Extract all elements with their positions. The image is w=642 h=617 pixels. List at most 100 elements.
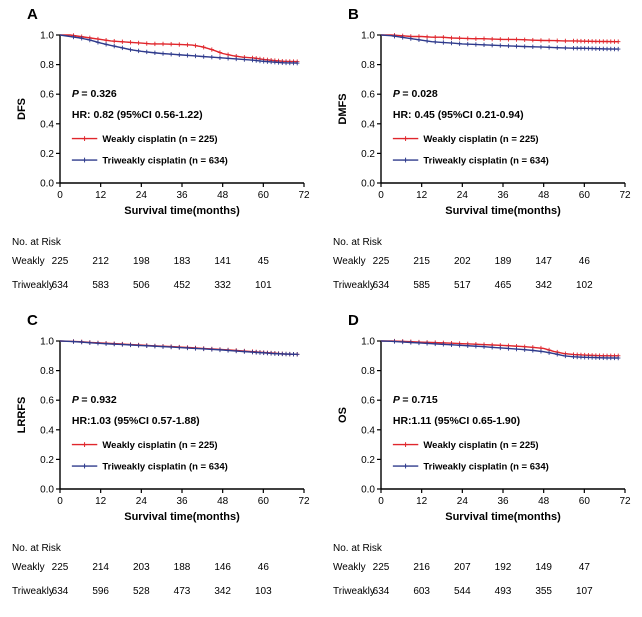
risk-table: No. at Risk Weakly 225 214 203 188 146 46 Triwe…: [12, 544, 314, 611]
risk-count: 212: [92, 256, 109, 267]
risk-count: 203: [132, 562, 150, 573]
y-tick-label: 0.4: [361, 119, 375, 130]
risk-count: 202: [453, 256, 471, 267]
risk-table: No. at Risk Weakly 225 215 202 189 147 46 Triwe…: [333, 238, 635, 305]
risk-row: Weakly 225 212 198 183 141 45: [12, 257, 314, 281]
risk-count: 107: [575, 586, 593, 597]
hr-text: HR:1.03 (95%CI 0.57-1.88): [72, 415, 200, 427]
y-tick-label: 0.8: [40, 366, 54, 377]
risk-count: 102: [575, 280, 593, 291]
y-tick-label: 0.2: [361, 149, 375, 160]
risk-count: 603: [413, 586, 430, 597]
x-tick-label: 36: [497, 190, 509, 201]
risk-count: 225: [372, 562, 390, 573]
legend-label: Weakly cisplatin (n = 225): [423, 134, 538, 145]
y-axis-label: DMFS: [337, 93, 349, 124]
p-value-text: P = 0.028: [393, 88, 438, 100]
risk-table-title: No. at Risk: [333, 543, 382, 554]
hr-text: HR: 0.82 (95%CI 0.56-1.22): [72, 109, 203, 121]
risk-table-title: No. at Risk: [12, 237, 61, 248]
legend-label: Triweakly cisplatin (n = 634): [102, 155, 227, 166]
y-tick-label: 0.8: [361, 366, 375, 377]
risk-row-label: Weakly: [12, 256, 45, 267]
risk-row: Triweakly 634 585 517 465 342 102: [333, 281, 635, 305]
risk-count: 147: [535, 256, 552, 267]
risk-count: 46: [257, 562, 269, 573]
risk-count: 473: [173, 586, 191, 597]
y-tick-label: 0.6: [40, 396, 54, 407]
x-tick-label: 24: [457, 190, 469, 201]
risk-count: 332: [214, 280, 231, 291]
risk-table-title: No. at Risk: [12, 543, 61, 554]
x-tick-label: 48: [217, 496, 229, 507]
panel-letter: D: [348, 312, 359, 329]
risk-count: 342: [214, 586, 231, 597]
x-tick-label: 72: [298, 190, 310, 201]
x-tick-label: 48: [538, 496, 550, 507]
y-tick-label: 1.0: [361, 31, 375, 42]
panel-letter: C: [27, 312, 38, 329]
risk-table-rows: Weakly 225 216 207 192 149 47 Triweakly 634 603 54…: [333, 563, 635, 611]
risk-row-label: Triweakly: [333, 280, 375, 291]
km-plot-lrrfs: 0.0 0.2 0.4 0.6 0.8 1.0 0 12 24 36 48 60 72 LRRFS Surv…: [16, 337, 310, 524]
y-tick-label: 0.6: [40, 90, 54, 101]
risk-count: 198: [132, 256, 150, 267]
risk-count: 101: [254, 280, 272, 291]
panel-b: B 0.0 0.2 0.4 0.6 0.8 1.0 0 12 24 36 48 60 72 DMFS Sur…: [321, 6, 642, 304]
y-tick-label: 0.0: [361, 485, 375, 496]
panel-letter: A: [27, 6, 38, 23]
x-tick-label: 60: [258, 190, 270, 201]
panel-c: C 0.0 0.2 0.4 0.6 0.8 1.0 0 12 24 36 48 60 72 LRRFS Su…: [0, 312, 321, 610]
x-tick-label: 0: [378, 496, 384, 507]
risk-table-title: No. at Risk: [333, 237, 382, 248]
y-tick-label: 0.6: [361, 90, 375, 101]
risk-count: 634: [51, 280, 69, 291]
y-tick-label: 1.0: [40, 31, 54, 42]
risk-row-label: Triweakly: [12, 586, 54, 597]
risk-count: 215: [413, 256, 430, 267]
x-axis-label: Survival time(months): [124, 511, 240, 523]
risk-count: 583: [92, 280, 109, 291]
risk-count: 342: [535, 280, 552, 291]
x-tick-label: 24: [136, 190, 148, 201]
legend-label: Weakly cisplatin (n = 225): [102, 440, 217, 451]
x-axis-label: Survival time(months): [445, 205, 561, 217]
risk-count: 146: [214, 562, 231, 573]
risk-count: 103: [254, 586, 272, 597]
x-axis-label: Survival time(months): [445, 511, 561, 523]
risk-count: 183: [173, 256, 191, 267]
y-tick-label: 0.4: [361, 425, 375, 436]
y-tick-label: 1.0: [40, 337, 54, 348]
risk-count: 45: [257, 256, 269, 267]
x-tick-label: 12: [95, 190, 107, 201]
y-tick-label: 0.8: [361, 60, 375, 71]
risk-row: Weakly 225 214 203 188 146 46: [12, 563, 314, 587]
risk-count: 192: [494, 562, 512, 573]
km-curve-weekly: [60, 34, 298, 63]
y-tick-label: 0.4: [40, 425, 54, 436]
y-tick-label: 0.0: [40, 179, 54, 190]
hr-text: HR: 0.45 (95%CI 0.21-0.94): [393, 109, 524, 121]
legend-label: Triweakly cisplatin (n = 634): [102, 461, 227, 472]
y-tick-label: 0.0: [361, 179, 375, 190]
x-tick-label: 60: [258, 496, 270, 507]
x-tick-label: 72: [619, 190, 631, 201]
x-axis-label: Survival time(months): [124, 205, 240, 217]
x-tick-label: 36: [176, 496, 188, 507]
p-value-text: P = 0.715: [393, 394, 438, 406]
risk-count: 189: [494, 256, 512, 267]
x-tick-label: 60: [579, 190, 591, 201]
risk-count: 528: [132, 586, 150, 597]
x-tick-label: 72: [298, 496, 310, 507]
legend-label: Triweakly cisplatin (n = 634): [423, 461, 548, 472]
risk-row-label: Weakly: [12, 562, 45, 573]
x-tick-label: 0: [57, 496, 63, 507]
risk-table: No. at Risk Weakly 225 216 207 192 149 47 Triwe…: [333, 544, 635, 611]
y-tick-label: 0.2: [40, 149, 54, 160]
x-tick-label: 0: [57, 190, 63, 201]
x-tick-label: 0: [378, 190, 384, 201]
risk-table: No. at Risk Weakly 225 212 198 183 141 45 Triwe…: [12, 238, 314, 305]
risk-count: 493: [494, 586, 512, 597]
panel-a: A 0.0 0.2 0.4 0.6 0.8 1.0 0 12 24 36 48 60 72 DFS Surv…: [0, 6, 321, 304]
risk-count: 634: [372, 280, 390, 291]
